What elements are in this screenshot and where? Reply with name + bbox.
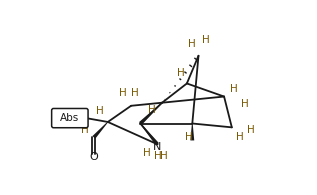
FancyBboxPatch shape (52, 108, 88, 128)
Text: H: H (247, 125, 254, 135)
Text: H: H (188, 39, 195, 49)
Text: H: H (81, 125, 88, 135)
Text: H: H (177, 68, 184, 78)
Text: H: H (202, 35, 210, 45)
Polygon shape (139, 102, 162, 125)
Text: N: N (153, 142, 162, 152)
Text: H: H (96, 106, 104, 116)
Text: H: H (241, 99, 249, 109)
Text: H: H (160, 151, 167, 161)
Text: H: H (185, 132, 193, 142)
Polygon shape (191, 123, 194, 140)
Text: H: H (120, 88, 127, 98)
Text: H: H (236, 132, 244, 142)
Text: H: H (230, 84, 238, 94)
Polygon shape (93, 122, 108, 139)
Text: H: H (131, 88, 139, 98)
Text: H: H (143, 148, 151, 158)
Polygon shape (140, 123, 159, 145)
Text: H: H (148, 105, 156, 115)
Text: H: H (153, 151, 161, 161)
Text: Abs: Abs (60, 113, 80, 123)
Text: O: O (89, 152, 98, 162)
